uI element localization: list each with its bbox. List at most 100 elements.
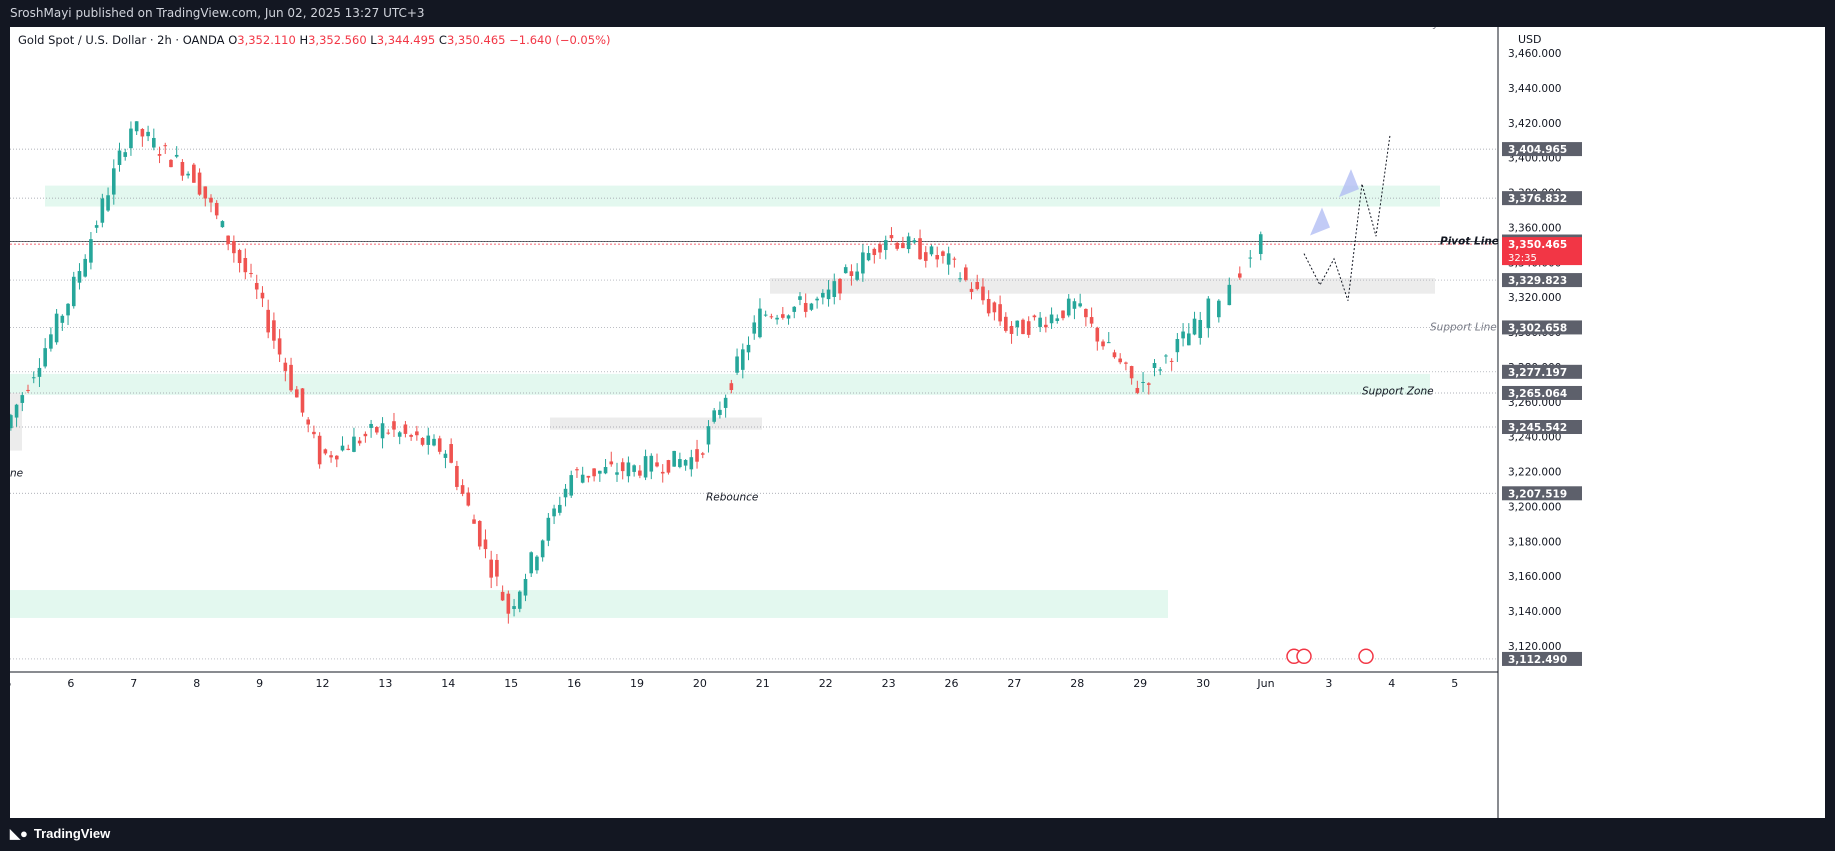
candle-body bbox=[815, 298, 819, 301]
candle-body bbox=[489, 559, 493, 578]
candle-body bbox=[432, 438, 436, 446]
candle-body bbox=[214, 202, 219, 216]
candle-body bbox=[1055, 318, 1060, 321]
candle-body bbox=[615, 472, 619, 475]
time-tick-label: 7 bbox=[130, 677, 137, 690]
candle-body bbox=[134, 121, 139, 132]
candle-body bbox=[129, 128, 133, 149]
chart-area[interactable]: USD 3,120.000 3,140.000 3,160.000 3,180.000 3… bbox=[5, 18, 1825, 818]
bullish-arrow-icon bbox=[1339, 169, 1359, 198]
candle-body bbox=[575, 469, 579, 471]
candle-body bbox=[1237, 273, 1242, 278]
candle-body bbox=[260, 292, 265, 299]
candle-body bbox=[929, 246, 934, 255]
brand-text: TradingView bbox=[33, 826, 111, 841]
candle-body bbox=[918, 238, 922, 260]
time-tick-label: 23 bbox=[882, 677, 896, 690]
price-level-tag bbox=[1502, 486, 1582, 501]
high-label: H bbox=[299, 33, 309, 47]
candle-body bbox=[409, 435, 413, 437]
candle-body bbox=[803, 302, 808, 312]
time-tick-label: 21 bbox=[756, 677, 770, 690]
candle-body bbox=[209, 197, 213, 203]
candle-body bbox=[735, 356, 739, 373]
countdown-label: 32:35 bbox=[1508, 253, 1537, 264]
price-level-tag bbox=[1502, 191, 1582, 206]
published-text: SroshMayi published on TradingView.com, … bbox=[10, 6, 425, 20]
low-value: 3,344.495 bbox=[376, 33, 436, 47]
candle-body bbox=[1141, 381, 1145, 383]
candle-body bbox=[843, 267, 848, 274]
time-tick-label: 5 bbox=[10, 677, 12, 690]
candle-body bbox=[1217, 300, 1221, 318]
candle-body bbox=[689, 457, 694, 470]
candle-body bbox=[678, 459, 682, 468]
candle-body bbox=[317, 435, 322, 465]
symbol-text: Gold Spot / U.S. Dollar · 2h · OANDA bbox=[18, 33, 225, 47]
price-level-tag bbox=[1502, 364, 1582, 379]
price-tick-label: 3,420.000 bbox=[1508, 118, 1561, 130]
candle-body bbox=[517, 591, 522, 609]
candle-body bbox=[986, 298, 991, 314]
candle-body bbox=[1026, 321, 1031, 335]
candle-body bbox=[798, 296, 802, 300]
candle-body bbox=[123, 152, 128, 157]
price-level-tag bbox=[1502, 142, 1582, 157]
symbol-legend: Gold Spot / U.S. Dollar · 2h · OANDA O3,… bbox=[18, 33, 610, 47]
candle-body bbox=[781, 314, 785, 318]
price-tick-label: 3,120.000 bbox=[1508, 641, 1561, 653]
candle-body bbox=[443, 453, 448, 458]
candle-body bbox=[1049, 314, 1054, 324]
candle-body bbox=[821, 292, 825, 298]
rebounce-annotation: Rebounce bbox=[706, 492, 758, 504]
time-tick-label: 9 bbox=[256, 677, 263, 690]
candle-body bbox=[523, 578, 528, 596]
candle-body bbox=[386, 432, 391, 434]
candle-body bbox=[638, 470, 642, 476]
candle-body bbox=[1032, 315, 1037, 318]
candle-body bbox=[380, 423, 385, 439]
candle-body bbox=[1227, 284, 1232, 306]
candle-body bbox=[1169, 360, 1174, 362]
candle-body bbox=[1175, 339, 1180, 353]
time-tick-label: 26 bbox=[945, 677, 959, 690]
candle-body bbox=[403, 424, 408, 434]
candle-body bbox=[163, 145, 168, 147]
candle-body bbox=[672, 450, 676, 467]
time-tick-label: 13 bbox=[378, 677, 392, 690]
candle-body bbox=[460, 485, 465, 494]
candle-body bbox=[569, 475, 574, 496]
candle-body bbox=[323, 449, 328, 454]
candle-body bbox=[649, 455, 654, 472]
candle-body bbox=[277, 338, 282, 355]
candle-body bbox=[1198, 319, 1203, 338]
zone-gray bbox=[770, 278, 1435, 294]
candle-body bbox=[1206, 298, 1211, 329]
candle-body bbox=[37, 367, 42, 377]
price-chart[interactable]: USD 3,120.000 3,140.000 3,160.000 3,180.000 3… bbox=[5, 18, 1825, 818]
candle-body bbox=[952, 258, 957, 260]
price-tick-label: 3,160.000 bbox=[1508, 571, 1561, 583]
candle-body bbox=[357, 440, 362, 444]
candle-body bbox=[169, 159, 173, 168]
candle-body bbox=[31, 377, 36, 379]
candle-body bbox=[935, 255, 940, 260]
candle-body bbox=[60, 315, 65, 323]
candle-body bbox=[300, 388, 305, 413]
candle-body bbox=[889, 235, 894, 239]
candle-body bbox=[232, 241, 236, 254]
candle-body bbox=[1181, 331, 1185, 339]
candle-body bbox=[603, 467, 608, 474]
tradingview-brand[interactable]: ◣● TradingView bbox=[10, 826, 110, 842]
candle-body bbox=[546, 517, 551, 541]
candle-body bbox=[180, 161, 185, 176]
candle-body bbox=[174, 154, 179, 157]
candle-body bbox=[592, 468, 596, 477]
candle-body bbox=[26, 389, 30, 391]
candle-body bbox=[580, 474, 585, 483]
candle-body bbox=[506, 593, 511, 614]
publish-header: SroshMayi published on TradingView.com, … bbox=[0, 0, 1835, 27]
candle-body bbox=[500, 591, 505, 601]
candle-body bbox=[472, 519, 476, 524]
tradingview-logo-icon: ◣● bbox=[10, 826, 28, 841]
